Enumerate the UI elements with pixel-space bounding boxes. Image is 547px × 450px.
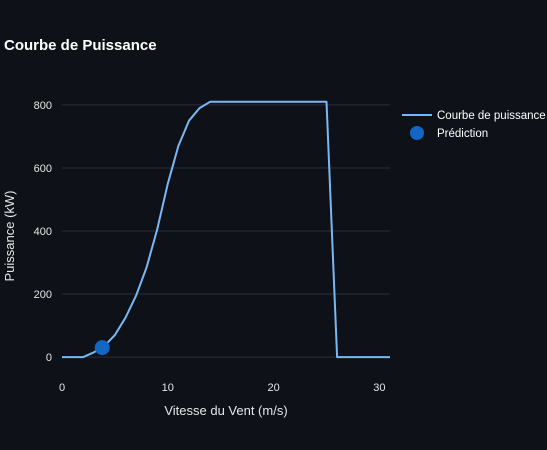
y-axis-label: Puissance (kW) [2,190,17,281]
legend-swatch-marker [410,126,424,140]
x-tick-label-10: 10 [162,382,174,394]
power-curve-line [62,100,390,359]
y-tick-label-600: 600 [34,163,52,175]
x-tick-label-0: 0 [59,382,65,394]
chart-title: Courbe de Puissance [4,37,157,54]
y-tick-label-200: 200 [34,289,52,301]
x-tick-label-30: 30 [373,382,385,394]
y-tick-label-400: 400 [34,226,52,238]
y-tick-labels: 0 200 400 600 800 [34,100,52,364]
grid-lines [62,104,390,358]
prediction-point [94,340,110,356]
x-tick-labels: 0 10 20 30 [59,382,386,394]
series-layer [62,100,390,359]
x-axis-label: Vitesse du Vent (m/s) [164,403,287,418]
y-tick-label-800: 800 [34,100,52,112]
x-tick-label-20: 20 [267,382,279,394]
y-tick-label-0: 0 [46,352,52,364]
legend[interactable]: Courbe de puissance Prédiction [402,110,546,140]
legend-label-curve: Courbe de puissance [437,110,546,122]
legend-label-prediction: Prédiction [437,128,488,140]
